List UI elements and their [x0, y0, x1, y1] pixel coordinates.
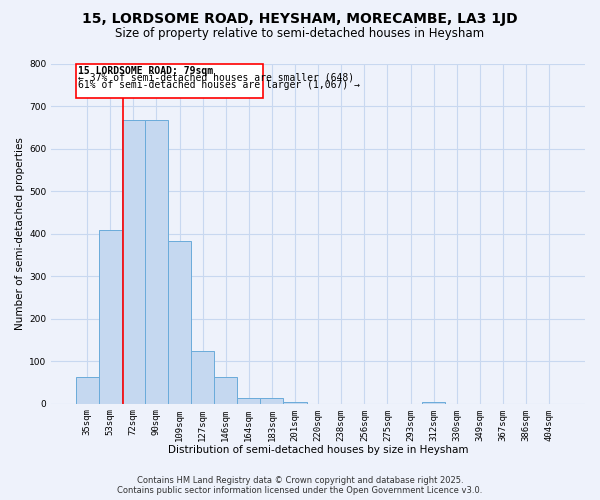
Bar [260, 398, 283, 404]
FancyBboxPatch shape [76, 64, 263, 98]
Bar [122, 120, 145, 404]
Text: 61% of semi-detached houses are larger (1,067) →: 61% of semi-detached houses are larger (… [79, 80, 361, 90]
Y-axis label: Number of semi-detached properties: Number of semi-detached properties [15, 137, 25, 330]
Bar [237, 398, 260, 404]
Text: Size of property relative to semi-detached houses in Heysham: Size of property relative to semi-detach… [115, 28, 485, 40]
Bar [422, 402, 445, 404]
Bar [283, 402, 307, 404]
Text: Contains HM Land Registry data © Crown copyright and database right 2025.
Contai: Contains HM Land Registry data © Crown c… [118, 476, 482, 495]
Bar [76, 378, 98, 404]
Bar [98, 230, 122, 404]
Bar [145, 120, 168, 404]
Text: 15 LORDSOME ROAD: 79sqm: 15 LORDSOME ROAD: 79sqm [79, 66, 214, 76]
X-axis label: Distribution of semi-detached houses by size in Heysham: Distribution of semi-detached houses by … [168, 445, 469, 455]
Text: ← 37% of semi-detached houses are smaller (648): ← 37% of semi-detached houses are smalle… [79, 73, 355, 83]
Bar [214, 378, 237, 404]
Bar [191, 350, 214, 404]
Text: 15, LORDSOME ROAD, HEYSHAM, MORECAMBE, LA3 1JD: 15, LORDSOME ROAD, HEYSHAM, MORECAMBE, L… [82, 12, 518, 26]
Bar [168, 241, 191, 404]
